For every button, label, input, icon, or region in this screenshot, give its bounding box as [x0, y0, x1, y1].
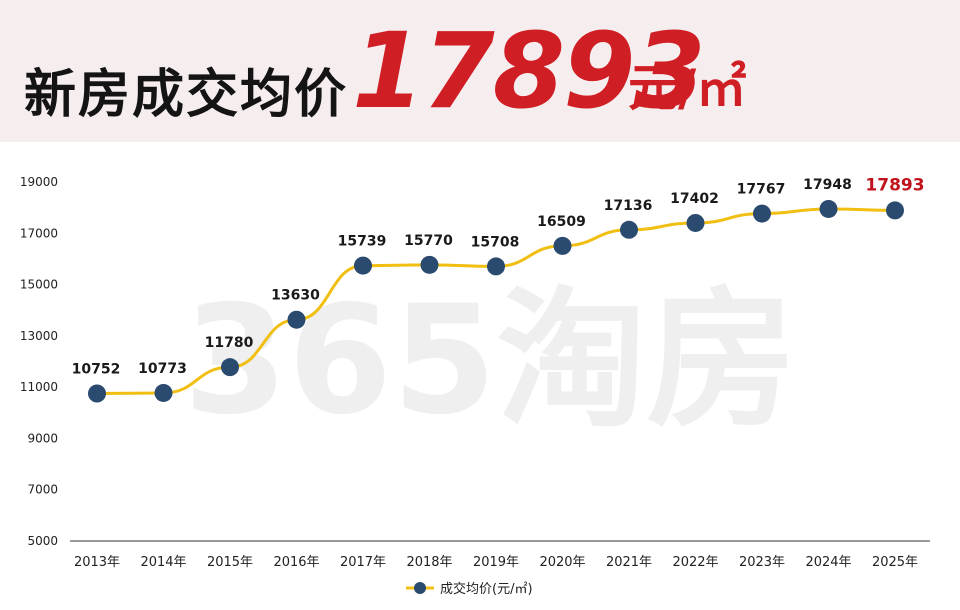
- legend-marker: [414, 582, 426, 594]
- x-tick-label: 2021年: [606, 555, 652, 570]
- x-tick-label: 2020年: [539, 555, 585, 570]
- y-tick-label: 5000: [27, 534, 58, 548]
- x-axis-labels: 2013年 2014年 2015年 2016年 2017年 2018年 2019年 2020年…: [74, 555, 918, 570]
- data-label: 17402: [670, 191, 719, 207]
- x-tick-label: 2018年: [406, 555, 452, 570]
- data-point: [354, 256, 372, 275]
- data-point: [154, 383, 173, 402]
- data-labels: 10752 10773 11780 13630 15739 15770 15708 16509…: [72, 175, 925, 377]
- x-tick-label: 2016年: [273, 555, 319, 570]
- data-point: [88, 384, 106, 403]
- data-label: 17136: [604, 198, 653, 214]
- x-tick-label: 2013年: [74, 555, 120, 570]
- data-point: [753, 204, 771, 223]
- data-point: [487, 257, 505, 276]
- data-label: 15739: [338, 234, 387, 250]
- legend: 成交均价(元/㎡): [406, 581, 533, 597]
- y-tick-label: 17000: [20, 226, 58, 240]
- data-label: 17948: [803, 177, 852, 193]
- header-price-unit: 元/㎡: [628, 59, 747, 117]
- y-tick-label: 19000: [20, 175, 58, 189]
- header-banner: 新房成交均价 17893 元/㎡: [0, 0, 960, 142]
- y-tick-label: 9000: [27, 431, 58, 445]
- x-tick-label: 2017年: [340, 555, 386, 570]
- data-point: [620, 220, 638, 239]
- data-points: [88, 199, 904, 403]
- data-label: 10752: [72, 362, 121, 378]
- data-label: 15708: [471, 234, 520, 250]
- y-tick-label: 11000: [20, 380, 58, 394]
- legend-label: 成交均价(元/㎡): [440, 581, 533, 597]
- x-tick-label: 2014年: [140, 555, 186, 570]
- data-point: [287, 310, 306, 329]
- x-tick-label: 2023年: [739, 555, 785, 570]
- data-point: [553, 236, 572, 255]
- data-point: [886, 201, 904, 220]
- y-axis: 5000 7000 9000 11000 13000 15000 17000 19000: [20, 175, 58, 548]
- watermark-text: 365淘房: [183, 274, 796, 448]
- y-tick-label: 13000: [20, 329, 58, 343]
- x-tick-label: 2024年: [805, 555, 851, 570]
- price-line-chart: 365淘房 5000 7000 9000 11000 13000 15000 17000 19…: [20, 175, 930, 597]
- y-tick-label: 7000: [27, 483, 58, 497]
- data-label: 17767: [737, 182, 786, 198]
- data-label-highlight: 17893: [865, 175, 924, 195]
- data-label: 16509: [537, 214, 586, 230]
- x-tick-label: 2025年: [872, 555, 918, 570]
- x-tick-label: 2019年: [473, 555, 519, 570]
- data-label: 15770: [404, 233, 453, 249]
- header-price-value: 17893: [352, 10, 706, 132]
- data-point: [420, 255, 439, 274]
- header-title: 新房成交均价: [24, 65, 349, 125]
- x-tick-label: 2022年: [672, 555, 718, 570]
- data-point: [686, 213, 705, 232]
- data-point: [221, 358, 239, 377]
- data-label: 11780: [205, 335, 254, 351]
- data-label: 13630: [271, 288, 320, 304]
- data-point: [819, 199, 838, 218]
- x-tick-label: 2015年: [207, 555, 253, 570]
- y-tick-label: 15000: [20, 278, 58, 292]
- data-label: 10773: [138, 361, 187, 377]
